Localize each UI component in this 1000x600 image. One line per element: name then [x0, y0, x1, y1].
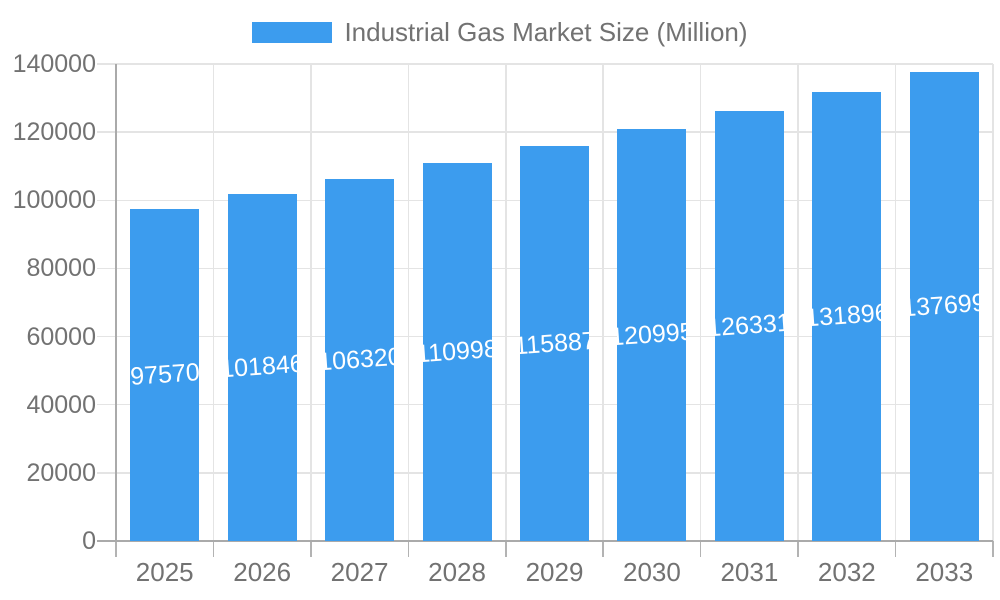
- y-axis-tick-label: 20000: [26, 458, 96, 487]
- legend: Industrial Gas Market Size (Million): [0, 18, 1000, 46]
- x-axis-tick: [310, 541, 312, 557]
- y-axis-tick-label: 140000: [12, 50, 96, 78]
- x-gridline: [310, 64, 312, 541]
- x-axis-tick: [505, 541, 507, 557]
- x-axis-category-label: 2033: [915, 557, 974, 587]
- bar: 126331: [714, 110, 784, 541]
- legend-swatch: [252, 21, 333, 43]
- bar: 106320: [325, 178, 395, 541]
- y-axis-tick-label: 80000: [26, 254, 96, 283]
- x-axis-tick: [407, 541, 410, 557]
- x-axis-tick: [699, 541, 702, 557]
- x-axis-category-label: 2025: [135, 557, 194, 587]
- y-gridline: [97, 63, 993, 65]
- bar-value-label: 110998: [422, 334, 492, 369]
- x-axis-tick: [797, 541, 799, 557]
- x-axis-category-label: 2028: [428, 557, 486, 587]
- x-gridline: [797, 64, 799, 541]
- y-axis-tick-label: 120000: [12, 118, 96, 147]
- bar-value-label: 106320: [325, 342, 395, 377]
- bar: 97570: [130, 208, 200, 541]
- x-axis-category-label: 2032: [817, 557, 876, 587]
- x-axis-category-label: 2030: [623, 557, 681, 587]
- x-axis-tick: [602, 541, 604, 557]
- x-axis-category-label: 2027: [330, 557, 389, 587]
- x-gridline: [212, 64, 215, 541]
- x-gridline: [992, 64, 994, 541]
- x-axis-tick: [894, 541, 897, 557]
- x-gridline: [699, 64, 702, 541]
- bar-value-label: 120995: [617, 317, 687, 352]
- bar: 131896: [812, 91, 882, 541]
- bar-value-label: 97570: [130, 357, 200, 391]
- bar: 115887: [520, 146, 589, 541]
- bar: 110998: [422, 162, 492, 541]
- bar-value-label: 126331: [714, 308, 784, 343]
- y-axis-line: [115, 64, 117, 541]
- legend-label: Industrial Gas Market Size (Million): [344, 17, 748, 47]
- y-axis-tick-label: 40000: [26, 390, 96, 419]
- y-axis-tick-label: 100000: [12, 186, 96, 215]
- bar: 120995: [617, 128, 687, 541]
- bar-value-label: 131896: [812, 298, 882, 333]
- bar-value-label: 137699: [909, 289, 979, 323]
- y-gridline: [97, 131, 993, 133]
- y-axis-tick-label: 60000: [26, 322, 96, 351]
- x-axis-tick: [992, 541, 994, 557]
- x-axis-category-label: 2031: [720, 557, 779, 587]
- x-gridline: [505, 64, 507, 541]
- x-axis-line: [97, 540, 993, 542]
- x-gridline: [602, 64, 604, 541]
- bar-value-label: 115887: [520, 326, 589, 360]
- x-axis-tick: [115, 541, 117, 557]
- x-axis-tick: [212, 541, 215, 557]
- x-axis-category-label: 2026: [233, 557, 292, 587]
- bar: 137699: [909, 71, 979, 541]
- bar-value-label: 101846: [227, 350, 297, 384]
- x-axis-category-label: 2029: [525, 557, 584, 587]
- x-gridline: [894, 64, 897, 541]
- x-gridline: [407, 64, 410, 541]
- y-axis-tick-label: 0: [82, 527, 96, 555]
- bar: 101846: [227, 193, 297, 541]
